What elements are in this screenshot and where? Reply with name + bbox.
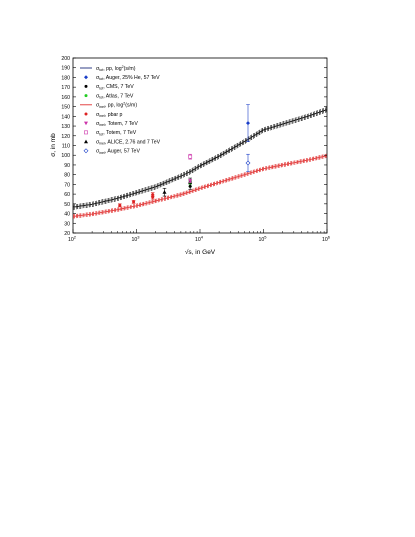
legend-label: σinel, Totem, 7 TeV (96, 121, 138, 127)
curve-tot (72, 109, 328, 208)
y-tick-label: 40 (64, 212, 70, 218)
y-tick-label: 200 (61, 56, 70, 62)
x-tick-label: 103 (131, 235, 140, 244)
y-tick-label: 50 (64, 202, 70, 208)
data-points (118, 104, 251, 208)
legend-label: σinel, pp, log2(s/m) (96, 102, 137, 109)
legend-label: σinel, ALICE, 2.76 and 7 TeV (96, 139, 161, 145)
legend-label: σtot, Atlas, 7 TeV (96, 93, 134, 99)
data-point (188, 154, 193, 159)
legend-swatch (84, 75, 88, 80)
y-tick-label: 30 (64, 221, 70, 227)
y-tick-label: 140 (61, 114, 70, 120)
legend-label: σinel, Auger, 57 TeV (96, 149, 140, 155)
y-tick-label: 20 (64, 231, 70, 237)
x-tick-label: 104 (195, 235, 204, 244)
y-tick-label: 130 (61, 124, 70, 130)
legend-label: σtot, CMS, 7 TeV (96, 84, 134, 90)
y-tick-label: 180 (61, 75, 70, 81)
y-tick-label: 90 (64, 163, 70, 169)
curve-band-tot (72, 110, 328, 209)
curve-band-inel (72, 156, 328, 218)
legend-swatch (84, 130, 88, 135)
y-axis-label: σ, in mb (50, 133, 57, 157)
legend: σtot, pp, log2(s/m) σtot, Auger, 25% He, … (80, 65, 161, 155)
curve-band-inel (72, 154, 328, 216)
legend-label: σtot, Auger, 25% He, 57 TeV (96, 75, 160, 81)
x-tick-label: 102 (68, 235, 77, 244)
legend-swatch (84, 139, 88, 144)
x-tick-label: 105 (258, 235, 267, 244)
curve-bands (72, 107, 328, 219)
legend-label: σtot, Totem, 7 TeV (96, 130, 137, 136)
legend-swatch (84, 121, 88, 126)
curve-band-tot (72, 107, 328, 206)
y-tick-label: 100 (61, 153, 70, 159)
y-tick-label: 160 (61, 95, 70, 101)
y-tick-label: 80 (64, 173, 70, 179)
curve-inel (72, 155, 328, 217)
curves (72, 109, 328, 217)
y-tick-label: 110 (62, 144, 70, 150)
y-tick-label: 150 (61, 105, 70, 111)
legend-swatch (83, 148, 89, 154)
legend-swatch (84, 94, 88, 98)
y-tick-label: 170 (61, 85, 70, 91)
data-point (245, 121, 250, 126)
y-axis-ticks: 20 30 40 50 60 70 80 90 100 110 120 130 140 150 160 170… (61, 56, 327, 237)
curve-band-tot (72, 111, 328, 210)
y-tick-label: 60 (64, 192, 70, 198)
legend-swatch (84, 112, 88, 116)
data-point (118, 203, 122, 207)
y-tick-label: 120 (61, 134, 70, 140)
x-axis-label: √s, in GeV (185, 248, 216, 256)
curve-band-inel (72, 153, 328, 216)
data-point (162, 190, 167, 194)
x-tick-label: 106 (322, 235, 331, 244)
legend-label: σinel, pbar p (96, 112, 123, 118)
curve-band-inel (72, 157, 328, 219)
data-point (151, 193, 155, 197)
data-point (132, 200, 136, 204)
data-point (188, 184, 192, 188)
x-axis-ticks: 102 103 104 105 106 (68, 229, 331, 243)
y-tick-label: 70 (64, 182, 70, 188)
y-tick-label: 190 (61, 66, 70, 72)
curve-band-tot (72, 108, 328, 207)
data-point (245, 160, 251, 166)
legend-swatch (84, 84, 88, 88)
legend-label: σtot, pp, log2(s/m) (96, 65, 136, 72)
data-point (188, 179, 193, 183)
